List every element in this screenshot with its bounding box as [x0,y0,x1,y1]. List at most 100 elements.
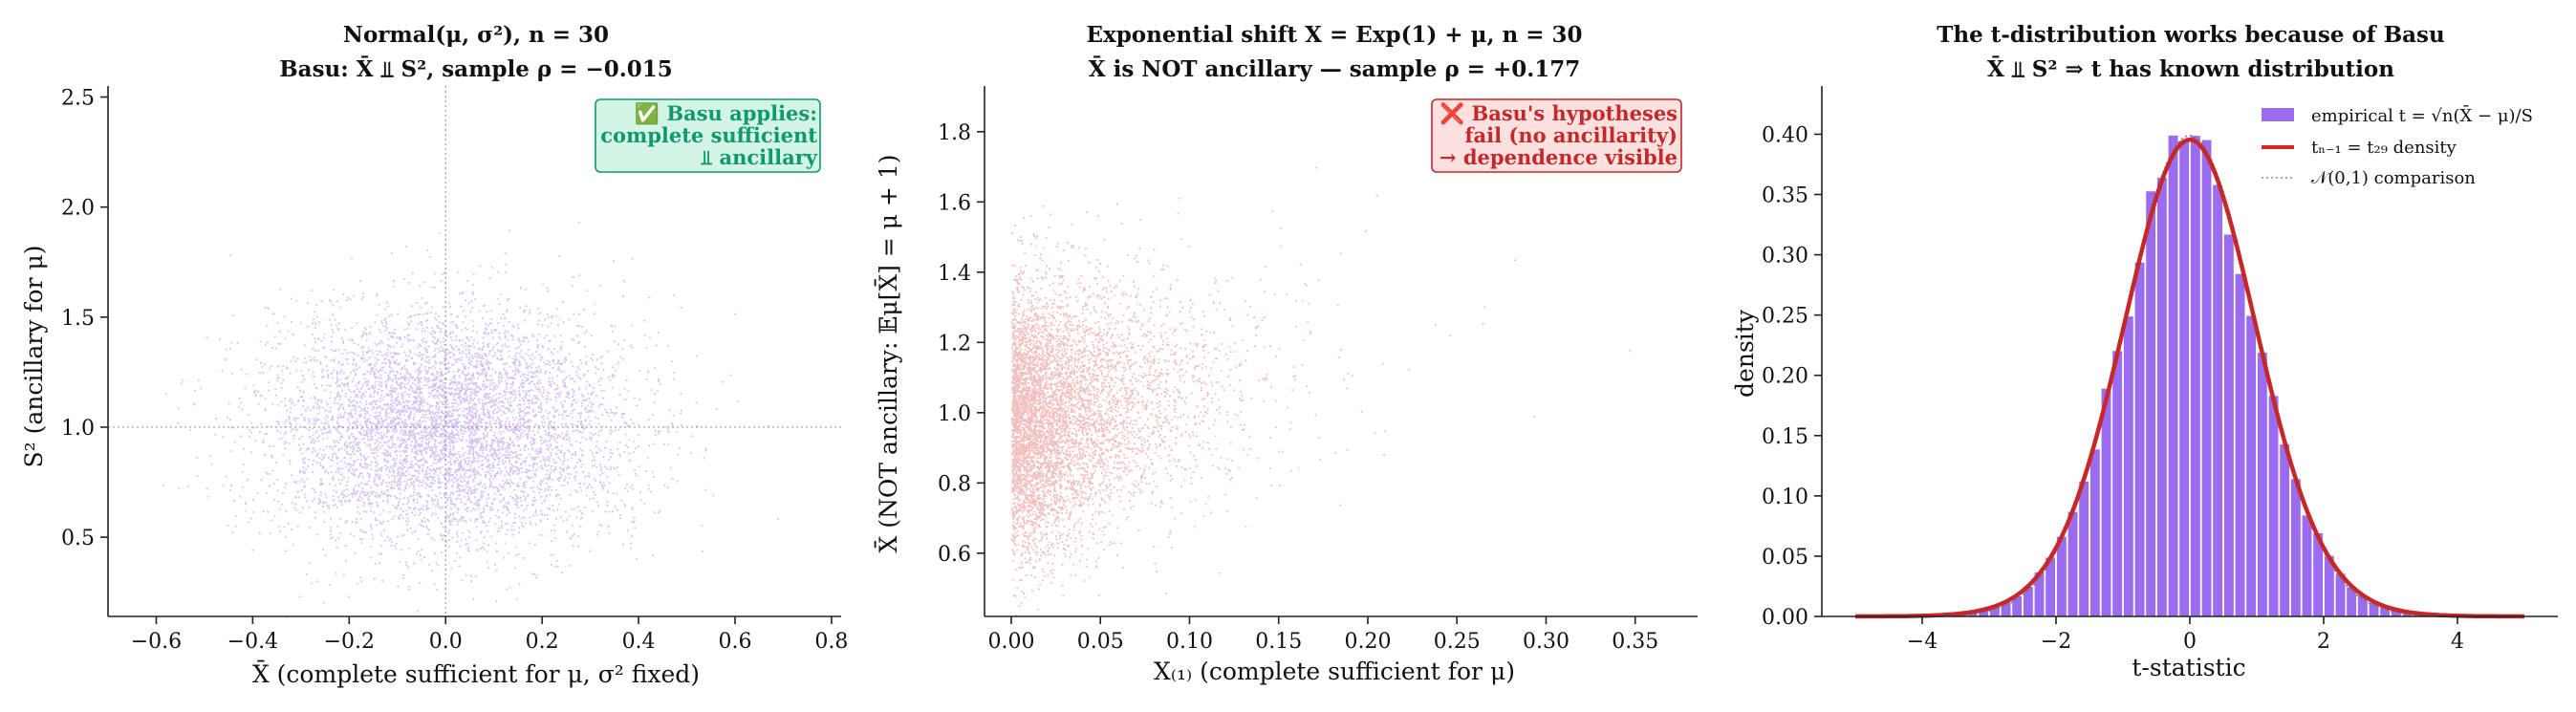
panel2-annotation: ❌ Basu's hypotheses fail (no ancillarity… [1431,98,1682,173]
y-tick-label: 1.0 [61,417,95,441]
panel3-y-label: density [1731,309,1759,398]
x-tick-label: 0.4 [622,630,656,654]
y-tick-label: 0.15 [1762,425,1808,449]
panel2-title: Exponential shift X = Exp(1) + μ, n = 30 [1086,22,1582,48]
x-tick-label: 0.15 [1255,630,1302,654]
y-tick-label: 2.0 [61,197,95,221]
panel1-x-label: X̄ (complete sufficient for μ, σ² fixed) [252,660,700,688]
panel1-annotation: ✅ Basu applies: complete sufficient ⫫ an… [595,98,821,173]
histogram-bar [2223,233,2235,617]
panel2-subtitle: X̄ is NOT ancillary — sample ρ = +0.177 [1089,55,1581,82]
panel3-ticks: −4 −2 0 2 4 0.00 0.05 0.10 0.15 0.20 0.25 0.30 0.35 0… [1762,123,2464,654]
panel-t-histogram: The t-distribution works because of Basu… [1731,22,2558,681]
x-tick-label: 4 [2451,630,2464,654]
histogram-bar [2302,514,2313,617]
histogram-bar [2190,135,2201,617]
panel2-x-label: X₍₁₎ (complete sufficient for μ) [1154,658,1515,685]
histogram-bar [2156,177,2168,617]
histogram-bar [2290,478,2302,617]
y-tick-label: 1.6 [938,191,971,215]
histogram-bar [2111,350,2123,617]
y-tick-label: 1.8 [938,121,971,145]
y-tick-label: 2.5 [61,87,95,111]
panel3-subtitle: X̄ ⫫ S² ⇒ t has known distribution [1987,55,2394,82]
legend-t-density-label: tₙ₋₁ = t₂₉ density [2311,138,2457,158]
y-tick-label: 1.5 [61,307,95,331]
x-tick-label: 0.0 [429,630,463,654]
y-tick-label: 1.4 [938,262,971,286]
histogram-bar [2257,352,2268,617]
panel3-curves [1855,134,2524,619]
histogram-bar [2134,262,2146,617]
panel2-ticks: 0.00 0.05 0.10 0.15 0.20 0.25 0.30 0.35 0.6 0.8 1.… [938,121,1658,654]
x-tick-label: −0.2 [324,630,375,654]
y-tick-label: 0.25 [1762,305,1808,329]
legend-histogram-label: empirical t = √n(X̄ − μ)/S [2311,104,2533,126]
x-tick-label: 0.8 [814,630,848,654]
x-tick-label: 0.00 [987,630,1034,654]
histogram-bar [2078,481,2089,617]
y-tick-label: 1.2 [938,332,971,356]
panel1-annotation-line2: complete sufficient [600,123,817,147]
panel1-annotation-line1: ✅ Basu applies: [635,101,817,125]
panel3-legend: empirical t = √n(X̄ − μ)/S tₙ₋₁ = t₂₉ de… [2262,104,2533,188]
panel3-title: The t-distribution works because of Basu [1937,22,2444,48]
panel2-annotation-line1: ❌ Basu's hypotheses [1440,101,1678,126]
panel1-y-label: S² (ancillary for μ) [20,246,48,468]
y-tick-label: 0.40 [1762,123,1808,147]
y-tick-label: 0.10 [1762,485,1808,509]
histogram-bar [2201,139,2213,617]
panel1-subtitle: Basu: X̄ ⫫ S², sample ρ = −0.015 [279,55,673,82]
histogram-bar [2268,395,2280,617]
panel2-points [1011,166,1632,616]
panel2-annotation-box [1431,98,1682,173]
normal-comparison-curve [1855,134,2524,617]
panel3-histogram-bars [1944,135,2435,617]
x-tick-label: 0.25 [1434,630,1481,654]
y-tick-label: 0.20 [1762,365,1808,389]
x-tick-label: −2 [2041,630,2071,654]
panel2-y-label: X̄ (NOT ancillary: 𝔼μ[X̄] = μ + 1) [875,154,902,552]
panel1-annotation-line3: ⫫ ancillary [700,145,817,169]
panel1-points [108,86,841,618]
x-tick-label: 0.20 [1344,630,1391,654]
histogram-bar [2235,273,2246,617]
histogram-bar [2123,315,2134,617]
panel3-x-label: t-statistic [2132,654,2245,681]
histogram-bar [2101,388,2112,617]
x-tick-label: 0 [2183,630,2197,654]
y-tick-label: 1.0 [938,402,971,426]
histogram-bar [2067,511,2079,617]
x-tick-label: 0.05 [1077,630,1124,654]
panel1-title: Normal(μ, σ²), n = 30 [343,22,609,48]
panel-normal-scatter: Normal(μ, σ²), n = 30 Basu: X̄ ⫫ S², sam… [20,22,848,688]
histogram-bar [2089,448,2101,617]
x-tick-label: 0.35 [1612,630,1658,654]
x-tick-label: 0.6 [718,630,751,654]
histogram-bar [2212,183,2223,617]
x-tick-label: 0.30 [1523,630,1569,654]
panel1-ticks: −0.6 −0.4 −0.2 0.0 0.2 0.4 0.6 0.8 0.5 1.0 1.5 2.0 2… [61,87,848,654]
panel1-annotation-box [595,98,821,173]
y-tick-label: 0.6 [938,543,971,567]
y-tick-label: 0.5 [61,527,95,550]
histogram-bar [2178,140,2190,617]
legend-normal-label: 𝒩(0,1) comparison [2311,168,2476,188]
histogram-bar [2145,190,2156,617]
panel2-annotation-line2: fail (no ancillarity) [1464,123,1678,147]
x-tick-label: −0.6 [131,630,182,654]
panel-exponential-scatter: Exponential shift X = Exp(1) + μ, n = 30… [875,22,1698,685]
histogram-bar [2279,443,2290,617]
x-tick-label: 2 [2317,630,2330,654]
histogram-bar [2245,314,2257,617]
scatter-points [162,222,779,618]
t-density-curve [1855,137,2524,619]
y-tick-label: 0.05 [1762,546,1808,570]
x-tick-label: −0.4 [227,630,278,654]
y-tick-label: 0.30 [1762,245,1808,269]
panel2-annotation-line3: → dependence visible [1440,145,1678,169]
x-tick-label: −4 [1907,630,1937,654]
histogram-bar [2168,135,2179,617]
y-tick-label: 0.8 [938,472,971,496]
